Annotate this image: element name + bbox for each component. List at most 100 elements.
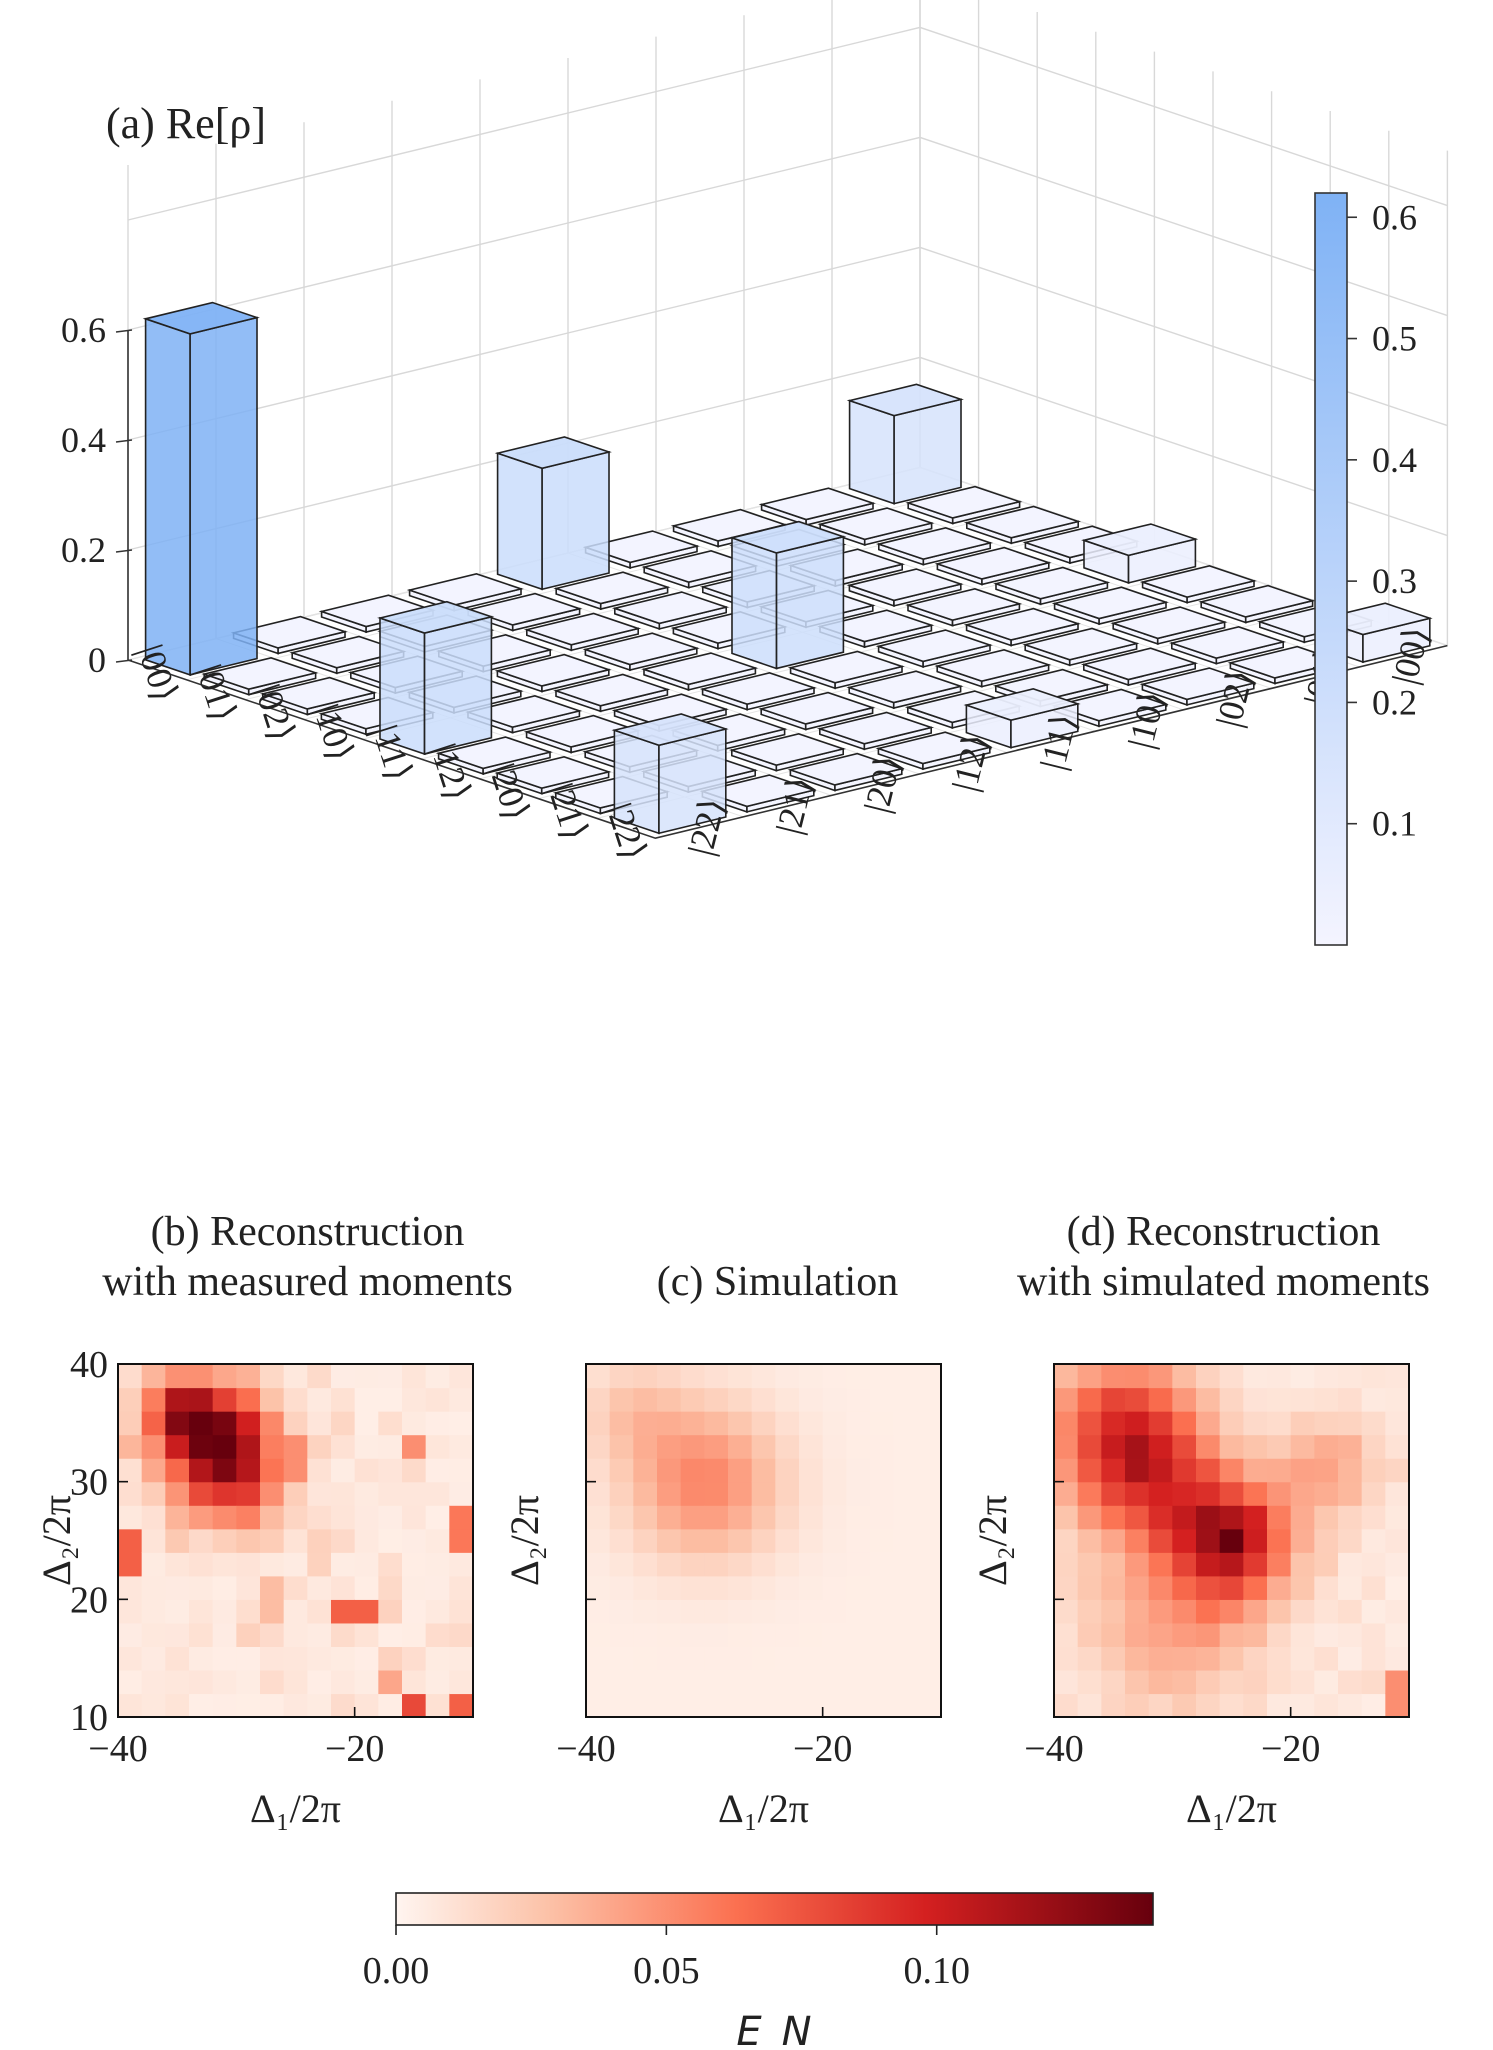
heatmap-cell xyxy=(1148,1693,1173,1718)
heatmap-cell xyxy=(1125,1669,1150,1695)
heatmap-cell xyxy=(1196,1481,1221,1506)
bar-6-7 xyxy=(1110,606,1228,645)
heatmap-cell xyxy=(1148,1481,1173,1506)
bar-face xyxy=(775,535,845,670)
heatmap-cell xyxy=(212,1693,237,1718)
heatmap-cell xyxy=(1101,1458,1126,1483)
heatmap-cell xyxy=(425,1411,450,1436)
y-tick-label: 30 xyxy=(70,1462,108,1504)
bar-face xyxy=(758,487,876,521)
heatmap-cell xyxy=(1148,1669,1173,1695)
heatmap-cell xyxy=(283,1646,308,1671)
heatmap-cell xyxy=(425,1505,450,1530)
heatmap-cell xyxy=(846,1646,871,1671)
heatmap-cell xyxy=(1338,1458,1363,1483)
heatmap-cell xyxy=(846,1669,871,1695)
heatmap-cell xyxy=(893,1599,918,1624)
heatmap-cell xyxy=(822,1669,847,1695)
heatmap-cell xyxy=(751,1599,776,1624)
bar-face xyxy=(875,731,993,765)
heatmap-cell xyxy=(1101,1528,1126,1553)
bar-face xyxy=(582,530,700,564)
grid-line xyxy=(127,136,1448,331)
heatmap-cell xyxy=(1196,1575,1221,1600)
bar-face xyxy=(848,399,895,505)
colorbar-tick-label: 0.3 xyxy=(1372,561,1417,601)
heatmap-cell xyxy=(586,1411,611,1436)
bar-7-6 xyxy=(1080,647,1199,687)
heatmap-cell xyxy=(1196,1411,1221,1436)
bar-face xyxy=(1051,688,1169,722)
heatmap-cell xyxy=(354,1364,379,1389)
heatmap-cell xyxy=(212,1411,237,1436)
heatmap-cell xyxy=(1314,1646,1339,1671)
heatmap-cell xyxy=(846,1599,871,1624)
bar-face xyxy=(1051,586,1169,620)
heatmap-cell xyxy=(1243,1387,1268,1412)
heatmap-cell xyxy=(1148,1411,1173,1436)
heatmap-cell xyxy=(449,1646,474,1671)
heatmap-cell xyxy=(1196,1364,1221,1389)
heatmap-cell xyxy=(1267,1505,1292,1530)
bar-2-7 xyxy=(875,527,994,566)
heatmap-cell xyxy=(917,1364,942,1389)
panel-c-heatmap: (c) Simulation −40 −20 Δ₁/2π Δ₂/2π xyxy=(502,1259,942,1831)
z-tick-label: 0 xyxy=(88,640,106,680)
heatmap-cell xyxy=(331,1411,356,1436)
heatmap-cell xyxy=(189,1599,214,1624)
heatmap-cell xyxy=(260,1693,285,1718)
heatmap-cell xyxy=(354,1552,379,1577)
bar-3-6 xyxy=(846,568,964,607)
heatmap-cell xyxy=(1385,1575,1410,1600)
heatmap-cell xyxy=(425,1552,450,1577)
heatmap-cell xyxy=(354,1434,379,1459)
heatmap-cell xyxy=(917,1599,942,1624)
heatmap-cell xyxy=(165,1646,190,1671)
colorbar-ticks: 0.1 0.2 0.3 0.4 0.5 0.6 xyxy=(1347,197,1417,844)
heatmap-cell xyxy=(378,1693,403,1718)
heatmap-cell xyxy=(1338,1528,1363,1553)
heatmap-cell xyxy=(870,1528,895,1553)
heatmap-cell xyxy=(236,1481,261,1506)
heatmap-cell xyxy=(1290,1552,1315,1577)
heatmap-cell xyxy=(775,1575,800,1600)
heatmap-cell xyxy=(1196,1646,1221,1671)
heatmap-cell xyxy=(118,1434,143,1459)
heatmap-cell xyxy=(378,1669,403,1695)
heatmap-cell xyxy=(1148,1505,1173,1530)
heatmap-cell xyxy=(1338,1411,1363,1436)
bar-face xyxy=(728,733,847,766)
x-tick-label: −40 xyxy=(88,1728,147,1770)
heatmap-cell xyxy=(307,1646,332,1671)
heatmap-cell xyxy=(1267,1669,1292,1695)
heatmap-cell xyxy=(893,1505,918,1530)
heatmap-cell xyxy=(425,1434,450,1459)
heatmap-cell xyxy=(728,1575,753,1600)
heatmap-cell xyxy=(260,1669,285,1695)
heatmap-cell xyxy=(402,1364,427,1389)
heatmap-cell xyxy=(917,1458,942,1483)
heatmap-cell xyxy=(1267,1693,1292,1718)
heatmap-cell xyxy=(917,1411,942,1436)
heatmap-cell xyxy=(1385,1434,1410,1459)
bar-5-8 xyxy=(1139,565,1257,604)
heatmap-cell xyxy=(307,1693,332,1718)
panel-a-colorbar: 0.1 0.2 0.3 0.4 0.5 0.6 xyxy=(1314,192,1417,946)
z-tick xyxy=(115,329,133,333)
heatmap-cell xyxy=(657,1622,682,1647)
heatmap-cell xyxy=(1125,1434,1150,1459)
heatmap-cell xyxy=(236,1411,261,1436)
z-tick-label: 0.2 xyxy=(61,530,106,570)
heatmap-cell xyxy=(846,1387,871,1412)
heatmap-cell xyxy=(1101,1411,1126,1436)
heatmap-cell xyxy=(1314,1693,1339,1718)
heatmap-cell xyxy=(141,1364,166,1389)
heatmap-cell xyxy=(775,1646,800,1671)
bar-face xyxy=(963,607,1081,641)
heatmap-cell xyxy=(728,1599,753,1624)
heatmap-cell xyxy=(165,1622,190,1647)
heatmap-cell xyxy=(283,1575,308,1600)
heatmap-cell xyxy=(1290,1599,1315,1624)
heatmap-cell xyxy=(1148,1364,1173,1389)
heatmap-cell xyxy=(799,1669,824,1695)
